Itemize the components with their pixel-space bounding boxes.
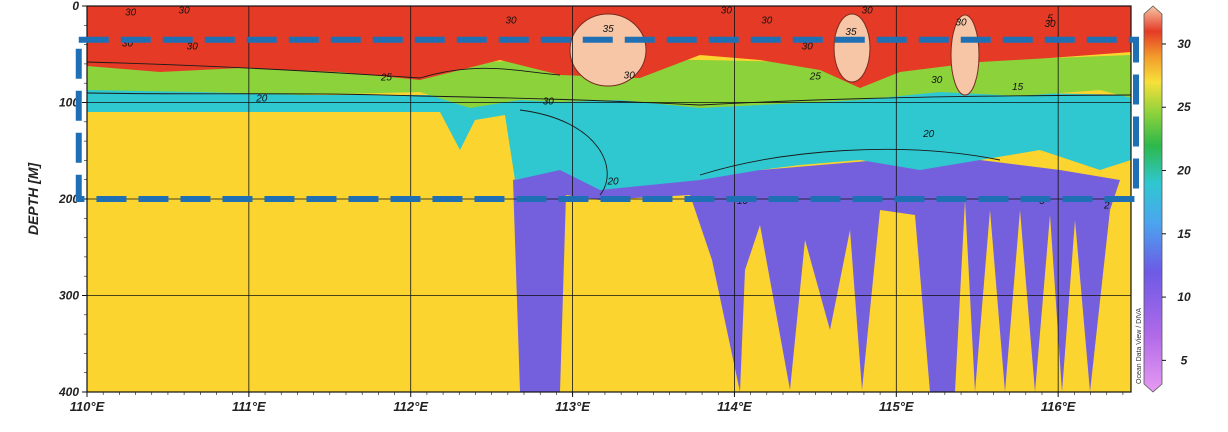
y-tick-label: 400 (58, 385, 79, 399)
y-tick-label: 200 (58, 192, 79, 206)
highlight-boxes (75, 36, 1139, 203)
isotherm-label: 30 (761, 15, 773, 26)
x-tick-label: 113°E (555, 399, 590, 414)
colorbar-tick-label: 10 (1177, 290, 1191, 304)
colorbar: 5 10 15 20 25 30 (1143, 5, 1191, 393)
isotherm-label: 15 (1012, 82, 1024, 93)
temperature-layers (86, 6, 1132, 392)
isotherm-label: 30 (721, 6, 733, 17)
colorbar-tick-label: 30 (1177, 37, 1191, 51)
isotherm-label: 5 (1047, 13, 1053, 24)
hot-core (833, 13, 871, 83)
isotherm-label: 35 (845, 27, 857, 38)
colorbar-bar (1143, 5, 1163, 393)
x-tick-label: 115°E (879, 399, 914, 414)
isotherm-line (86, 61, 561, 79)
x-tick-label: 110°E (70, 399, 105, 414)
cool-water-region (87, 75, 1131, 190)
isotherm-label: 30 (955, 17, 967, 28)
y-tick-label: 0 (72, 0, 79, 13)
colorbar-tick-label: 20 (1176, 164, 1191, 178)
highlight-box (75, 36, 1139, 203)
x-tick-label: 114°E (717, 399, 752, 414)
isotherm-label: 30 (122, 39, 134, 50)
isotherm-line (86, 92, 1132, 106)
isotherm-label: 20 (606, 177, 619, 188)
x-tick-label: 116°E (1041, 399, 1076, 414)
isotherm-label: 30 (862, 6, 874, 17)
isotherm-line (519, 109, 1001, 196)
isotherm-label: 30 (624, 70, 636, 81)
cold-water-region (513, 160, 1120, 392)
isotherm-label: 30 (187, 41, 199, 52)
y-tick-label: 100 (59, 96, 79, 110)
isotherm-label: 30 (506, 15, 518, 26)
isotherm-label: 2 (1103, 201, 1110, 212)
isotherm-label: 30 (179, 6, 191, 17)
x-axis: 110°E 111°E 112°E 113°E 114°E 115°E 116°E (70, 392, 1124, 414)
isotherm-label: 30 (543, 96, 555, 107)
y-axis: 0 100 200 300 400 (58, 0, 87, 399)
colorbar-ticks: 5 10 15 20 25 30 (1162, 37, 1191, 367)
isotherm-label: 20 (922, 129, 935, 140)
isotherm-label: 30 (931, 75, 943, 86)
isotherm-label: 25 (809, 71, 822, 82)
y-axis-title: DEPTH [M] (25, 162, 41, 236)
isotherm-label: 30 (802, 41, 814, 52)
isotherm-label: 25 (380, 72, 393, 83)
isotherm-label: 30 (1045, 19, 1057, 30)
x-tick-label: 111°E (232, 399, 266, 414)
colorbar-tick-label: 5 (1181, 353, 1188, 367)
hot-core (569, 13, 647, 87)
isotherm-label: 20 (255, 94, 268, 105)
x-tick-label: 112°E (393, 399, 428, 414)
isotherm-label: 35 (603, 24, 615, 35)
isotherm-label: 30 (125, 8, 137, 19)
credit-text: Ocean Data View / DIVA (1136, 308, 1143, 384)
hot-core (950, 14, 980, 96)
y-tick-label: 300 (59, 289, 79, 303)
colorbar-tick-label: 15 (1177, 227, 1191, 241)
colorbar-tick-label: 25 (1176, 100, 1191, 114)
